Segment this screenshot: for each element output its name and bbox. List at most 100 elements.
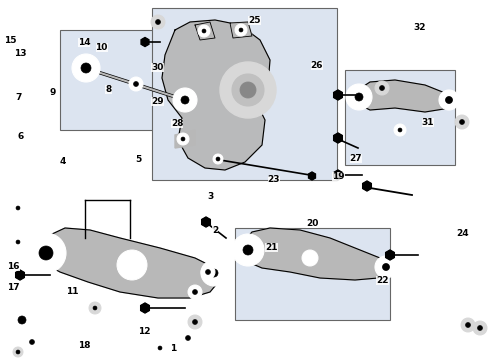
Circle shape — [231, 74, 264, 106]
Circle shape — [459, 120, 464, 125]
Text: 22: 22 — [375, 276, 388, 285]
Circle shape — [209, 269, 218, 277]
Polygon shape — [333, 133, 342, 143]
Circle shape — [198, 25, 209, 37]
Text: 6: 6 — [18, 132, 23, 140]
Text: 28: 28 — [170, 119, 183, 128]
Circle shape — [445, 96, 451, 104]
Circle shape — [213, 154, 223, 164]
Text: 14: 14 — [78, 38, 90, 47]
Circle shape — [181, 331, 195, 345]
Circle shape — [16, 350, 20, 354]
Text: 12: 12 — [138, 327, 150, 336]
Circle shape — [354, 93, 362, 101]
Circle shape — [476, 325, 482, 330]
Polygon shape — [333, 170, 342, 180]
Circle shape — [25, 335, 39, 349]
Circle shape — [202, 29, 205, 33]
Circle shape — [379, 85, 384, 90]
Text: 1: 1 — [170, 344, 176, 353]
Circle shape — [239, 28, 243, 32]
Circle shape — [201, 260, 226, 286]
Circle shape — [243, 245, 252, 255]
Polygon shape — [308, 172, 315, 180]
Circle shape — [201, 265, 215, 279]
Polygon shape — [362, 181, 370, 191]
Text: 32: 32 — [412, 22, 425, 31]
Circle shape — [29, 339, 35, 345]
Text: 19: 19 — [331, 172, 344, 181]
Text: 7: 7 — [15, 93, 22, 102]
Text: 13: 13 — [14, 49, 27, 58]
Circle shape — [12, 236, 24, 248]
Circle shape — [397, 128, 401, 132]
Circle shape — [205, 270, 210, 274]
Circle shape — [181, 96, 189, 104]
Circle shape — [151, 15, 164, 29]
Circle shape — [187, 315, 202, 329]
Text: 9: 9 — [49, 88, 56, 97]
Polygon shape — [201, 217, 210, 227]
Polygon shape — [162, 20, 269, 170]
Circle shape — [374, 256, 396, 278]
Polygon shape — [244, 228, 387, 280]
Text: 2: 2 — [212, 226, 218, 235]
Bar — [60, 30, 207, 130]
Circle shape — [133, 81, 138, 86]
Circle shape — [16, 206, 20, 210]
Circle shape — [187, 285, 202, 299]
Polygon shape — [357, 80, 449, 112]
Circle shape — [454, 115, 468, 129]
Circle shape — [39, 246, 53, 260]
Circle shape — [192, 320, 197, 324]
Circle shape — [89, 302, 101, 314]
Text: 3: 3 — [207, 192, 213, 201]
Circle shape — [460, 318, 474, 332]
Bar — [235, 228, 389, 320]
Circle shape — [382, 264, 389, 270]
Circle shape — [173, 88, 197, 112]
Circle shape — [240, 82, 256, 98]
Circle shape — [26, 233, 66, 273]
Circle shape — [129, 77, 142, 91]
Circle shape — [216, 157, 220, 161]
Text: 29: 29 — [151, 97, 163, 106]
Circle shape — [93, 306, 97, 310]
Text: 24: 24 — [455, 230, 468, 238]
Text: 18: 18 — [78, 341, 90, 350]
Circle shape — [185, 336, 190, 341]
Text: 20: 20 — [305, 219, 318, 228]
Circle shape — [13, 347, 23, 357]
Circle shape — [235, 24, 246, 36]
Circle shape — [181, 137, 184, 141]
Circle shape — [438, 90, 458, 110]
Text: 30: 30 — [151, 63, 163, 72]
Bar — [345, 70, 454, 165]
Text: 27: 27 — [349, 154, 362, 163]
Text: 31: 31 — [421, 118, 433, 127]
Circle shape — [81, 63, 91, 73]
Text: 11: 11 — [66, 287, 79, 296]
Polygon shape — [195, 22, 215, 40]
Text: 15: 15 — [4, 36, 17, 45]
Circle shape — [393, 124, 405, 136]
Text: 10: 10 — [95, 43, 108, 52]
Circle shape — [117, 250, 147, 280]
Polygon shape — [141, 303, 149, 313]
Circle shape — [374, 81, 388, 95]
Circle shape — [465, 323, 469, 328]
Circle shape — [72, 54, 100, 82]
Circle shape — [177, 133, 189, 145]
Circle shape — [220, 62, 275, 118]
Circle shape — [158, 346, 162, 350]
Text: 23: 23 — [267, 175, 280, 184]
Circle shape — [10, 308, 34, 332]
Circle shape — [346, 84, 371, 110]
Text: 4: 4 — [59, 157, 66, 166]
Circle shape — [155, 19, 160, 24]
Circle shape — [302, 250, 317, 266]
Text: 25: 25 — [247, 16, 260, 25]
Text: 5: 5 — [135, 155, 141, 163]
Text: 21: 21 — [264, 243, 277, 252]
Circle shape — [18, 316, 26, 324]
